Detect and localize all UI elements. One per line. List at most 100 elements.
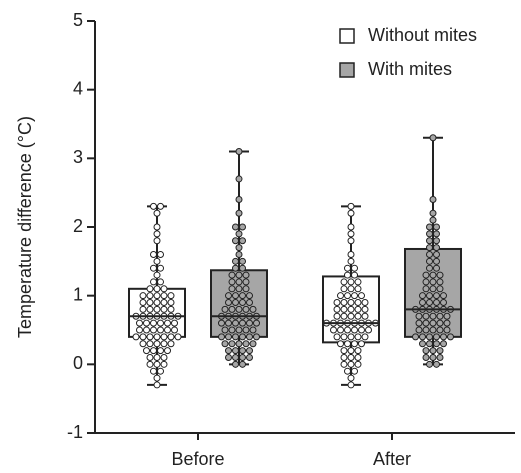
data-point — [232, 360, 239, 368]
data-point — [433, 333, 440, 341]
data-point — [361, 299, 369, 307]
data-point — [330, 326, 337, 334]
data-point — [361, 333, 369, 341]
data-point — [153, 209, 161, 217]
data-point — [232, 264, 239, 272]
data-point — [249, 305, 257, 313]
data-point — [218, 333, 225, 341]
data-point — [347, 223, 355, 231]
data-point — [440, 340, 447, 348]
data-point — [239, 319, 246, 327]
data-point — [239, 223, 246, 231]
data-point — [246, 333, 253, 341]
data-point — [347, 312, 355, 320]
data-point — [415, 326, 423, 334]
y-tick-label: 5 — [73, 10, 83, 30]
data-point — [139, 340, 147, 348]
data-point — [344, 264, 351, 272]
data-point — [253, 319, 260, 327]
data-point — [221, 340, 229, 348]
data-point — [347, 305, 355, 313]
data-point — [429, 134, 437, 142]
data-point — [239, 299, 246, 307]
data-point — [150, 264, 157, 272]
data-point — [160, 285, 168, 293]
data-point — [239, 360, 246, 368]
data-point — [146, 299, 154, 307]
data-point — [153, 285, 161, 293]
data-point — [426, 257, 433, 265]
data-point — [242, 326, 250, 334]
legend-swatch — [339, 28, 355, 44]
data-point — [347, 285, 355, 293]
data-point — [433, 257, 440, 265]
data-point — [235, 196, 243, 204]
data-point — [225, 319, 232, 327]
data-point — [354, 360, 362, 368]
data-point — [153, 360, 161, 368]
data-point — [225, 299, 232, 307]
data-point — [225, 333, 232, 341]
data-point — [340, 285, 348, 293]
data-point — [351, 326, 358, 334]
data-point — [426, 264, 433, 272]
data-point — [426, 230, 433, 238]
data-point — [167, 292, 175, 300]
data-point — [422, 285, 430, 293]
data-point — [239, 333, 246, 341]
data-point — [171, 326, 178, 334]
data-point — [153, 305, 161, 313]
data-point — [333, 299, 341, 307]
data-point — [447, 333, 454, 341]
data-point — [426, 292, 433, 300]
data-point — [239, 237, 246, 245]
data-point — [358, 326, 365, 334]
data-point — [150, 326, 157, 334]
data-point — [333, 312, 341, 320]
data-point — [153, 271, 161, 279]
data-point — [419, 333, 426, 341]
data-point — [153, 292, 161, 300]
data-point — [433, 264, 440, 272]
data-point — [354, 347, 362, 355]
data-point — [422, 347, 430, 355]
data-point — [347, 237, 355, 245]
data-point — [235, 326, 243, 334]
data-point — [246, 299, 253, 307]
data-point — [242, 285, 250, 293]
data-point — [146, 285, 154, 293]
data-point — [426, 244, 433, 252]
data-point — [429, 353, 437, 361]
data-point — [167, 340, 175, 348]
data-point — [347, 209, 355, 217]
data-point — [242, 340, 250, 348]
data-point — [419, 340, 426, 348]
data-point — [146, 340, 154, 348]
data-point — [232, 223, 239, 231]
data-point — [153, 381, 161, 389]
data-point — [157, 250, 164, 258]
data-point — [429, 319, 437, 327]
data-point — [228, 340, 236, 348]
data-point — [235, 340, 243, 348]
data-point — [160, 299, 168, 307]
data-point — [365, 326, 372, 334]
data-point — [232, 299, 239, 307]
data-point — [153, 374, 161, 382]
data-point — [228, 271, 236, 279]
data-point — [347, 353, 355, 361]
data-point — [354, 285, 362, 293]
data-point — [221, 305, 229, 313]
data-point — [340, 353, 348, 361]
data-point — [160, 333, 168, 341]
data-point — [433, 292, 440, 300]
data-point — [235, 230, 243, 238]
data-point — [429, 271, 437, 279]
data-point — [164, 347, 171, 355]
data-point — [415, 319, 423, 327]
data-point — [354, 278, 362, 286]
data-point — [351, 292, 358, 300]
data-point — [157, 319, 164, 327]
data-point — [436, 347, 444, 355]
